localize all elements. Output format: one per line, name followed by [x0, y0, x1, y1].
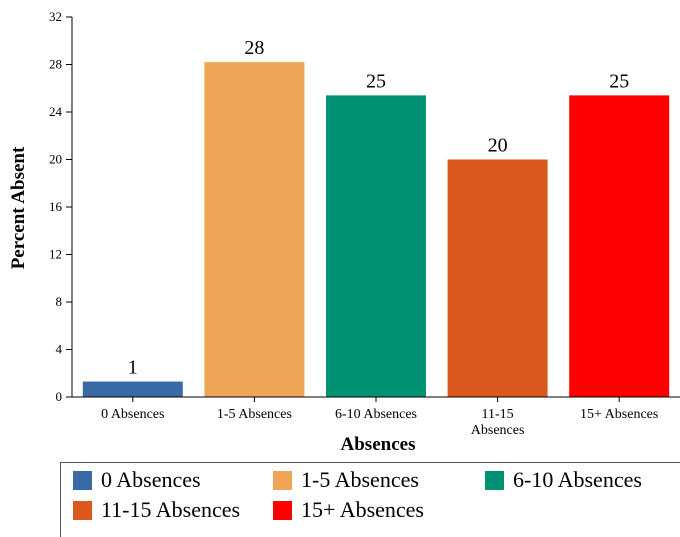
x-tick-label: 11-15 Absences	[471, 407, 525, 438]
y-tick-label: 8	[56, 294, 63, 309]
bar-1[interactable]	[82, 381, 183, 397]
x-tick-label: 15+ Absences	[580, 407, 658, 422]
bar-2[interactable]	[204, 62, 305, 397]
legend-label: 6-10 Absences	[513, 467, 642, 492]
y-tick-label: 32	[49, 9, 62, 24]
data-label-2: 28	[244, 37, 264, 59]
y-tick-label: 4	[56, 342, 63, 357]
legend-item: 11-15 Absences	[73, 497, 240, 523]
data-label-4: 20	[488, 135, 508, 157]
legend-swatch	[273, 470, 292, 490]
y-tick-label: 20	[49, 152, 62, 167]
legend-item: 6-10 Absences	[485, 467, 642, 493]
bars	[82, 62, 670, 398]
legend-label: 1-5 Absences	[301, 467, 419, 492]
y-tick-label: 0	[56, 389, 63, 404]
bar-chart: 0 4 8 12 16 20 24 28 32 1 28 25 20 25 0 Absences 1-5 …	[8, 9, 680, 455]
legend-label: 11-15 Absences	[101, 497, 241, 522]
bar-5[interactable]	[569, 95, 670, 397]
legend-swatch	[485, 470, 504, 490]
legend-item: 15+ Absences	[273, 497, 424, 523]
x-axis-tick-labels: 0 Absences 1-5 Absences 6-10 Absences 11-15…	[101, 397, 658, 438]
y-tick-label: 16	[49, 199, 63, 214]
legend-swatch	[273, 500, 292, 520]
data-label-3: 25	[366, 70, 386, 92]
y-axis-title: Percent Absent	[8, 146, 29, 269]
chart-legend: 0 Absences 1-5 Absences 6-10 Absences 11-15…	[60, 462, 680, 537]
x-tick-label: 1-5 Absences	[217, 407, 292, 422]
y-tick-label: 12	[49, 247, 62, 262]
legend-label: 0 Absences	[101, 467, 201, 492]
bar-3[interactable]	[326, 95, 426, 397]
y-tick-label: 24	[49, 104, 63, 119]
data-label-5: 25	[609, 70, 629, 92]
legend-item: 1-5 Absences	[273, 467, 419, 493]
legend-swatch	[73, 500, 92, 520]
legend-label: 15+ Absences	[301, 497, 424, 522]
bar-4[interactable]	[447, 159, 548, 398]
data-label-1: 1	[128, 357, 138, 379]
x-tick-label: 6-10 Absences	[335, 407, 417, 422]
x-axis-title: Absences	[341, 434, 416, 455]
y-tick-label: 28	[49, 57, 62, 72]
legend-item: 0 Absences	[73, 467, 201, 493]
x-tick-label: 0 Absences	[101, 407, 164, 422]
y-axis-ticks: 0 4 8 12 16 20 24 28 32	[49, 9, 72, 404]
data-labels: 1 28 25 20 25	[128, 37, 629, 378]
legend-swatch	[73, 470, 92, 490]
